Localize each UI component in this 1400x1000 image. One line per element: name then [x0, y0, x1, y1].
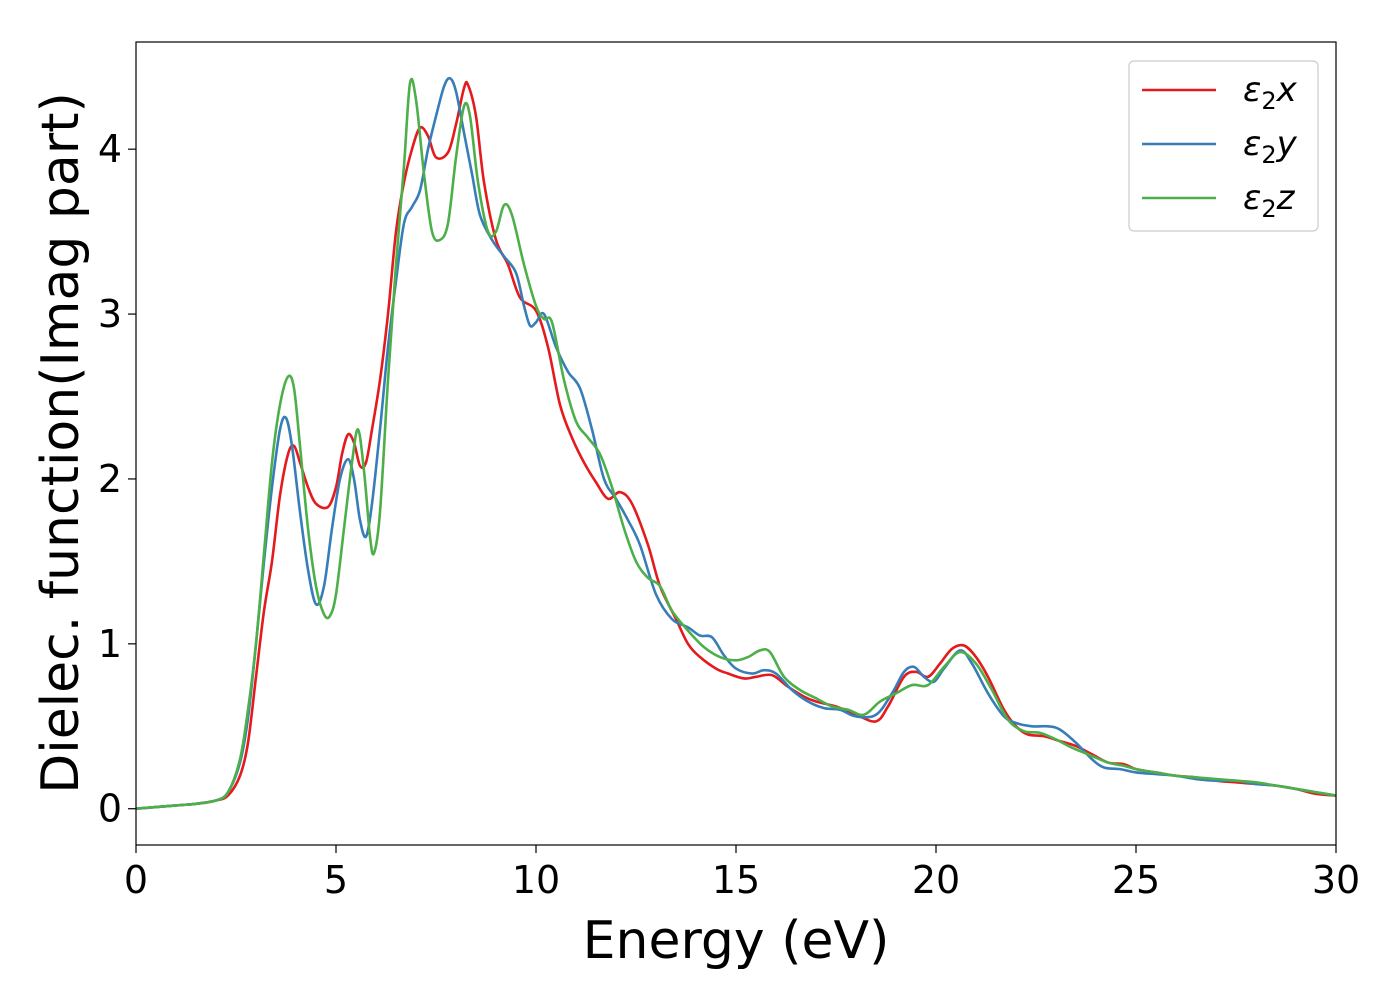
y-axis-ticks: 0 1 2 3 4: [98, 127, 136, 831]
legend-label-y: ε2y: [1243, 124, 1298, 169]
x-tick-label: 30: [1312, 858, 1360, 902]
x-tick-label: 25: [1112, 858, 1160, 902]
y-tick-label: 4: [98, 127, 122, 171]
x-tick-label: 10: [512, 858, 560, 902]
y-tick-label: 3: [98, 292, 122, 336]
series-line-y: [136, 76, 1336, 811]
series-layer: [136, 76, 1336, 811]
series-line-z: [136, 77, 1336, 811]
y-tick-label: 0: [98, 787, 122, 831]
x-tick-label: 0: [124, 858, 148, 902]
y-axis-label: Dielec. function(Imag part): [31, 92, 91, 794]
series-line-x: [136, 80, 1336, 811]
x-axis-label: Energy (eV): [583, 911, 890, 971]
y-tick-label: 2: [98, 457, 122, 501]
x-tick-label: 20: [912, 858, 960, 902]
x-tick-label: 15: [712, 858, 760, 902]
legend-label-x: ε2x: [1243, 70, 1298, 115]
y-tick-label: 1: [98, 622, 122, 666]
x-axis-ticks: 0 5 10 15 20 25 30: [124, 845, 1360, 902]
legend-box: [1128, 60, 1319, 232]
legend-label-z: ε2z: [1243, 178, 1296, 223]
x-tick-label: 5: [324, 858, 348, 902]
legend: ε2x ε2y ε2z: [1128, 60, 1319, 232]
